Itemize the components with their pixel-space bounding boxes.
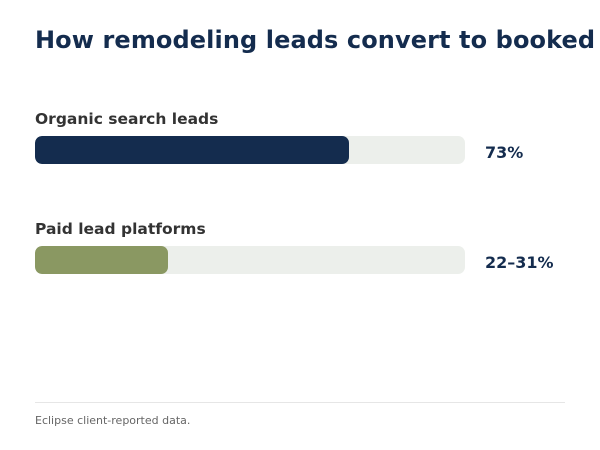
bar-track xyxy=(35,136,465,164)
bar-label: Paid lead platforms xyxy=(35,220,206,238)
footer-divider xyxy=(35,402,565,403)
chart-title: How remodeling leads convert to booked xyxy=(35,26,596,54)
bar-fill xyxy=(35,246,169,274)
bar-track xyxy=(35,246,465,274)
value-label: 73% xyxy=(485,143,524,162)
bar-row-organic: Organic search leads 73% xyxy=(35,110,575,180)
value-label: 22–31% xyxy=(485,253,554,272)
bar-row-paid: Paid lead platforms 22–31% xyxy=(35,220,575,290)
bar-fill xyxy=(35,136,349,164)
bar-label: Organic search leads xyxy=(35,110,219,128)
source-footnote: Eclipse client-reported data. xyxy=(35,414,191,427)
